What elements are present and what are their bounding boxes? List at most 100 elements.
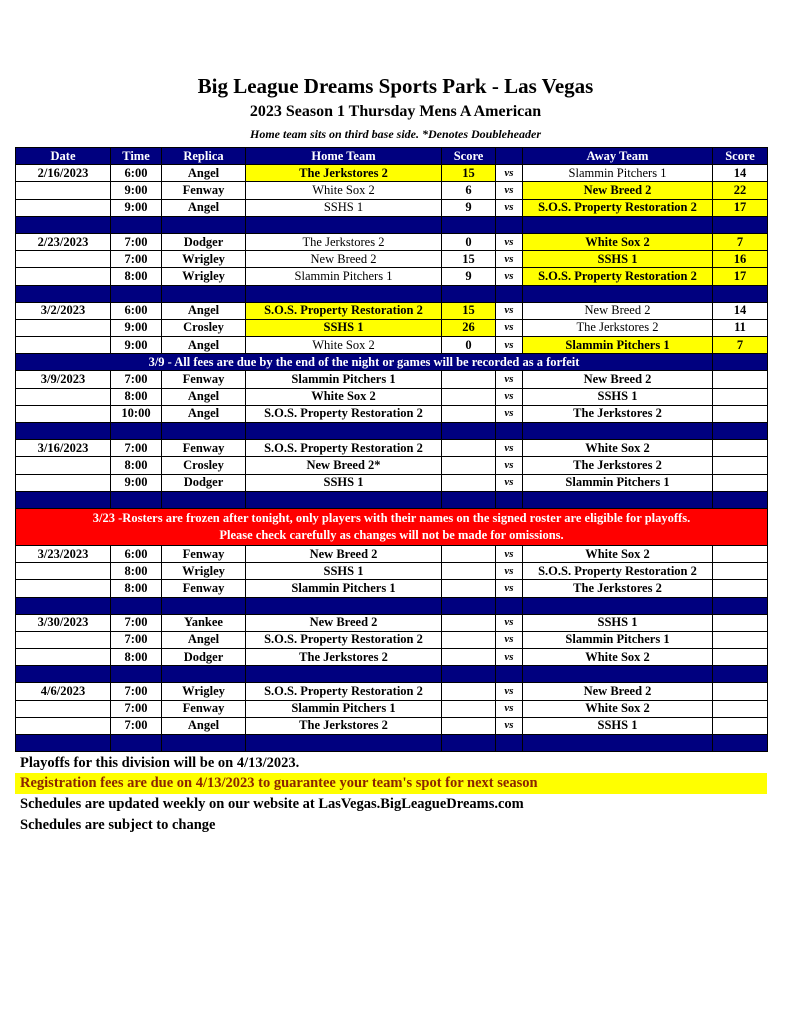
- home-team-cell: SSHS 1: [245, 198, 442, 217]
- away-team-cell: Slammin Pitchers 1: [522, 473, 713, 492]
- home-score-cell: [441, 699, 496, 718]
- separator-cell: [15, 215, 111, 234]
- vs-cell: vs: [495, 198, 523, 217]
- table-row: 9:00 Angel SSHS 1 9 vs S.O.S. Property Restor…: [15, 198, 768, 217]
- replica-cell: Fenway: [161, 579, 246, 598]
- home-score-cell: 9: [441, 267, 496, 286]
- away-score-cell: [712, 544, 768, 564]
- time-cell: 9:00: [110, 336, 162, 355]
- week-separator-row: [15, 665, 768, 684]
- home-score-cell: [441, 387, 496, 406]
- home-team-cell: The Jerkstores 2: [245, 716, 442, 736]
- home-score-cell: [441, 613, 496, 632]
- date-cell: [15, 716, 111, 736]
- away-team-cell: White Sox 2: [522, 699, 713, 718]
- home-score-cell: [441, 544, 496, 564]
- date-cell: 4/6/2023: [15, 682, 111, 701]
- home-score-cell: [441, 716, 496, 736]
- col-vs: [495, 146, 523, 166]
- home-score-cell: 0: [441, 336, 496, 355]
- away-score-cell: 16: [712, 250, 768, 269]
- week-separator-row: [15, 284, 768, 303]
- table-header-row: Date Time Replica Home Team Score Away T…: [15, 146, 768, 166]
- table-row: 3/23/2023 6:00 Fenway New Breed 2 vs White So…: [15, 544, 768, 564]
- time-cell: 7:00: [110, 716, 162, 736]
- separator-cell: [110, 421, 162, 441]
- time-cell: 6:00: [110, 544, 162, 564]
- home-score-cell: [441, 682, 496, 701]
- separator-cell: [712, 733, 768, 753]
- table-row: 2/16/2023 6:00 Angel The Jerkstores 2 15 vs Sl…: [15, 164, 768, 183]
- date-cell: [15, 699, 111, 718]
- away-score-cell: 11: [712, 318, 768, 338]
- notice-row: 3/9 - All fees are due by the end of the…: [15, 353, 768, 372]
- vs-cell: vs: [495, 232, 523, 252]
- separator-cell: [15, 490, 111, 509]
- time-cell: 9:00: [110, 181, 162, 200]
- home-team-cell: S.O.S. Property Restoration 2: [245, 404, 442, 424]
- vs-cell: vs: [495, 544, 523, 564]
- date-cell: [15, 336, 111, 355]
- separator-cell: [712, 215, 768, 234]
- away-team-cell: New Breed 2: [522, 682, 713, 701]
- col-date: Date: [15, 146, 111, 166]
- home-score-cell: 0: [441, 232, 496, 252]
- away-team-cell: SSHS 1: [522, 250, 713, 269]
- replica-cell: Fenway: [161, 544, 246, 564]
- separator-cell: [495, 665, 523, 684]
- separator-cell: [495, 596, 523, 615]
- away-team-cell: The Jerkstores 2: [522, 456, 713, 475]
- table-row: 3/2/2023 6:00 Angel S.O.S. Property Restora…: [15, 301, 768, 320]
- separator-cell: [245, 284, 442, 303]
- date-cell: [15, 579, 111, 598]
- separator-cell: [245, 733, 442, 753]
- away-team-cell: The Jerkstores 2: [522, 318, 713, 338]
- time-cell: 6:00: [110, 301, 162, 320]
- separator-cell: [245, 215, 442, 234]
- separator-cell: [441, 665, 496, 684]
- away-score-cell: 14: [712, 164, 768, 183]
- vs-cell: vs: [495, 404, 523, 424]
- home-score-cell: [441, 579, 496, 598]
- home-team-cell: New Breed 2*: [245, 456, 442, 475]
- date-cell: [15, 387, 111, 406]
- time-cell: 8:00: [110, 267, 162, 286]
- separator-cell: [161, 733, 246, 753]
- home-team-cell: S.O.S. Property Restoration 2: [245, 630, 442, 650]
- replica-cell: Angel: [161, 630, 246, 650]
- playoffs-note: Playoffs for this division will be on 4/…: [20, 755, 300, 771]
- time-cell: 7:00: [110, 232, 162, 252]
- roster-alert: 3/23 -Rosters are frozen after tonight, …: [15, 507, 768, 546]
- separator-cell: [522, 733, 713, 753]
- home-team-cell: New Breed 2: [245, 544, 442, 564]
- away-score-cell: [712, 370, 768, 389]
- replica-cell: Fenway: [161, 439, 246, 458]
- home-team-cell: The Jerkstores 2: [245, 164, 442, 183]
- separator-cell: [712, 284, 768, 303]
- separator-cell: [712, 490, 768, 509]
- time-cell: 7:00: [110, 699, 162, 718]
- date-cell: [15, 267, 111, 286]
- date-cell: [15, 473, 111, 492]
- home-score-cell: 15: [441, 250, 496, 269]
- col-away-team: Away Team: [522, 146, 713, 166]
- table-row: 9:00 Fenway White Sox 2 6 vs New Breed 2 22: [15, 181, 768, 200]
- schedule-change-note: Schedules are subject to change: [20, 817, 216, 833]
- roster-alert-line1: 3/23 -Rosters are frozen after tonight, …: [92, 510, 691, 525]
- away-score-cell: [712, 682, 768, 701]
- week-separator-row: [15, 215, 768, 234]
- home-score-cell: [441, 439, 496, 458]
- separator-cell: [110, 215, 162, 234]
- time-cell: 7:00: [110, 682, 162, 701]
- separator-cell: [495, 421, 523, 441]
- time-cell: 9:00: [110, 318, 162, 338]
- away-team-cell: S.O.S. Property Restoration 2: [522, 267, 713, 286]
- separator-cell: [522, 421, 713, 441]
- time-cell: 8:00: [110, 579, 162, 598]
- away-score-cell: [712, 562, 768, 581]
- table-row: 2/23/2023 7:00 Dodger The Jerkstores 2 0 vs Wh…: [15, 232, 768, 252]
- replica-cell: Fenway: [161, 181, 246, 200]
- time-cell: 7:00: [110, 630, 162, 650]
- away-team-cell: New Breed 2: [522, 370, 713, 389]
- separator-cell: [245, 665, 442, 684]
